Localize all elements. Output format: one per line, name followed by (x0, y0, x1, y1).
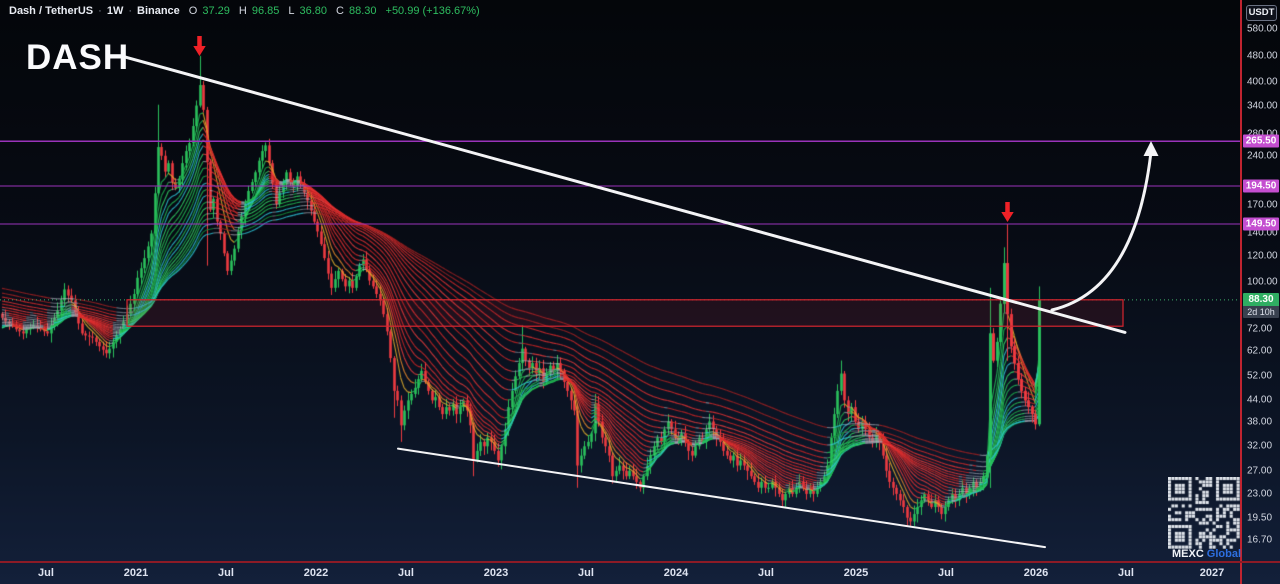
drawings-overlay[interactable] (0, 0, 1241, 562)
rejection-arrow-head-2 (1001, 212, 1014, 222)
curved-arrow-head (1143, 141, 1159, 156)
right-axis-separator (1240, 0, 1242, 584)
price-tick: 23.00 (1247, 488, 1273, 500)
breakout-curved-arrow[interactable] (1050, 150, 1153, 312)
bar-countdown: 2d 10h (1243, 305, 1279, 318)
mexc-name: MEXC (1172, 548, 1204, 560)
level-price-badge: 265.50 (1243, 134, 1279, 148)
price-tick: 340.00 (1247, 100, 1278, 112)
time-tick: 2025 (843, 567, 869, 579)
price-tick: 240.00 (1247, 150, 1278, 162)
change-value: +50.99 (+136.67%) (385, 5, 480, 17)
lower-trendline[interactable] (397, 447, 1046, 549)
open-label: O (188, 5, 198, 17)
open-value: 37.29 (202, 5, 230, 17)
qr-code (1168, 477, 1240, 549)
price-tick: 19.50 (1247, 512, 1273, 524)
time-tick: Jul (38, 567, 54, 579)
time-tick: Jul (758, 567, 774, 579)
time-tick: Jul (398, 567, 414, 579)
time-tick: 2026 (1023, 567, 1049, 579)
price-tick: 140.00 (1247, 227, 1278, 239)
high-label: H (238, 5, 247, 17)
symbol-title[interactable]: Dash / TetherUS (9, 5, 94, 17)
supply-zone-box[interactable] (126, 299, 1124, 327)
current-price-value: 88.30 (1243, 292, 1279, 306)
price-tick: 280.00 (1247, 128, 1278, 140)
mexc-global: Global (1206, 548, 1242, 560)
rejection-arrow-head-1 (193, 46, 206, 56)
time-tick: 2021 (123, 567, 149, 579)
time-axis[interactable]: Jul 2021 Jul 2022 Jul 2023 Jul 2024 Jul 2025 Jul 20… (0, 562, 1280, 584)
close-value: 88.30 (348, 5, 377, 17)
price-tick: 170.00 (1247, 199, 1278, 211)
price-axis[interactable]: 580.00 480.00 400.00 340.00 280.00 240.00 170.… (1242, 0, 1280, 562)
time-tick: 2024 (663, 567, 689, 579)
time-tick: Jul (938, 567, 954, 579)
price-tick: 480.00 (1247, 50, 1278, 62)
exchange-label[interactable]: Binance (137, 5, 180, 17)
separator: · (98, 5, 102, 17)
price-tick: 38.00 (1247, 416, 1273, 427)
level-price-badge: 194.50 (1243, 179, 1279, 193)
current-price-badge: 88.30 2d 10h (1243, 292, 1279, 318)
level-price-badge: 149.50 (1243, 217, 1279, 231)
time-tick: Jul (218, 567, 234, 579)
chart-pane[interactable]: DASH Dash / TetherUS · 1W · Binance O 37.… (0, 0, 1241, 562)
bottom-axis-separator (0, 561, 1280, 563)
low-value: 36.80 (299, 5, 328, 17)
interval-button[interactable]: 1W (106, 5, 124, 17)
price-tick: 580.00 (1247, 23, 1278, 35)
symbol-watermark: DASH (26, 38, 130, 77)
price-tick: 27.00 (1247, 465, 1273, 477)
price-tick: 52.00 (1247, 370, 1273, 382)
price-tick: 100.00 (1247, 276, 1278, 288)
time-tick: 2023 (483, 567, 509, 579)
price-tick: 16.70 (1247, 534, 1273, 546)
close-label: C (336, 5, 344, 17)
candlestick-canvas[interactable] (0, 0, 1241, 562)
low-label: L (288, 5, 295, 17)
price-tick: 72.00 (1247, 323, 1273, 335)
price-tick: 62.00 (1247, 345, 1273, 357)
mexc-brand: MEXC Global (1169, 547, 1241, 561)
price-tick: 120.00 (1247, 250, 1278, 262)
time-tick: 2027 (1199, 567, 1225, 579)
currency-toggle-button[interactable]: USDT (1246, 5, 1277, 21)
price-tick: 44.00 (1247, 394, 1273, 406)
price-tick: 32.00 (1247, 440, 1273, 452)
descending-trendline[interactable] (123, 55, 1127, 334)
separator: · (128, 5, 132, 17)
time-tick: Jul (578, 567, 594, 579)
high-value: 96.85 (251, 5, 280, 17)
time-tick: 2022 (303, 567, 329, 579)
price-tick: 400.00 (1247, 76, 1278, 88)
time-tick: Jul (1118, 567, 1134, 579)
